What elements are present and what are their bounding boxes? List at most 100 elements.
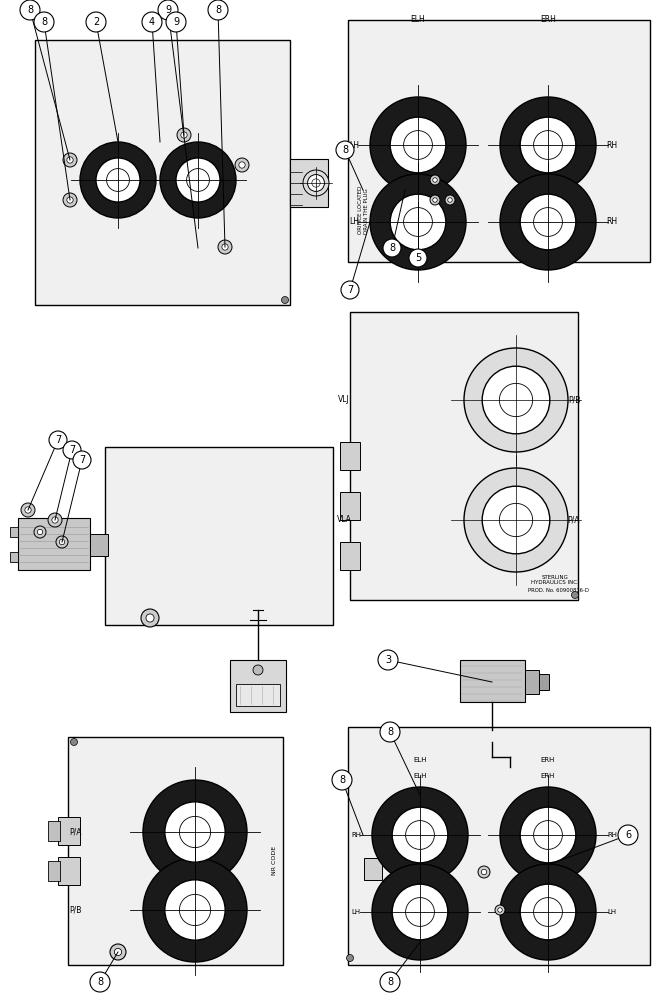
Circle shape (341, 281, 359, 299)
Circle shape (392, 884, 448, 940)
Text: 8: 8 (342, 145, 348, 155)
Text: 8: 8 (387, 727, 393, 737)
Circle shape (63, 441, 81, 459)
Circle shape (390, 194, 446, 250)
Text: P/A: P/A (69, 828, 81, 836)
Text: ELH: ELH (413, 773, 427, 779)
Circle shape (498, 908, 502, 912)
Text: 7: 7 (347, 285, 353, 295)
Circle shape (390, 117, 446, 173)
Circle shape (500, 174, 596, 270)
Circle shape (114, 948, 122, 956)
Text: 8: 8 (97, 977, 103, 987)
Circle shape (282, 296, 288, 304)
Text: 2: 2 (93, 17, 99, 27)
Circle shape (67, 197, 73, 203)
Text: 8: 8 (339, 775, 345, 785)
Circle shape (520, 117, 576, 173)
Circle shape (372, 864, 468, 960)
Circle shape (222, 244, 228, 250)
Circle shape (520, 807, 576, 863)
Circle shape (90, 972, 110, 992)
Circle shape (336, 141, 354, 159)
Bar (48, 821, 60, 841)
Circle shape (520, 884, 576, 940)
Bar (525, 670, 539, 694)
Text: VLJ: VLJ (338, 395, 350, 404)
Circle shape (71, 738, 77, 746)
Text: LH: LH (349, 218, 359, 227)
Bar (416, 178, 441, 200)
Text: LH: LH (351, 909, 361, 915)
Circle shape (520, 194, 576, 250)
Circle shape (63, 193, 77, 207)
Circle shape (56, 536, 68, 548)
Circle shape (48, 513, 62, 527)
Circle shape (143, 780, 247, 884)
Circle shape (38, 529, 43, 535)
Circle shape (25, 507, 31, 513)
Text: LH: LH (607, 909, 617, 915)
Circle shape (239, 162, 245, 168)
Circle shape (478, 866, 490, 878)
Text: PROD. No. 60900836-D: PROD. No. 60900836-D (528, 587, 589, 592)
Circle shape (482, 486, 550, 554)
Bar (58, 857, 80, 885)
Circle shape (448, 198, 452, 202)
Circle shape (166, 12, 186, 32)
Text: 9: 9 (173, 17, 179, 27)
Circle shape (52, 517, 58, 523)
Text: P/B: P/B (69, 906, 81, 914)
Circle shape (49, 431, 67, 449)
Bar (539, 674, 549, 690)
Bar (10, 527, 18, 537)
Text: 8: 8 (41, 17, 47, 27)
Text: ELH: ELH (413, 757, 427, 763)
Circle shape (383, 239, 401, 257)
Circle shape (181, 132, 187, 138)
Circle shape (500, 97, 596, 193)
Bar (340, 442, 360, 470)
Text: STERLING
HYDRAULICS INC.: STERLING HYDRAULICS INC. (531, 575, 579, 585)
Circle shape (464, 468, 568, 572)
Circle shape (500, 787, 596, 883)
Text: RH: RH (606, 218, 618, 227)
Circle shape (500, 864, 596, 960)
Text: NR CODE: NR CODE (273, 845, 278, 875)
Circle shape (34, 12, 54, 32)
Bar (10, 552, 18, 562)
Circle shape (142, 12, 162, 32)
Circle shape (177, 128, 191, 142)
Circle shape (481, 869, 487, 875)
Circle shape (380, 722, 400, 742)
Bar (482, 729, 502, 742)
Bar (460, 660, 525, 702)
Circle shape (141, 609, 159, 627)
Circle shape (347, 954, 353, 962)
Bar (340, 492, 360, 520)
Text: 7: 7 (69, 445, 75, 455)
Bar (58, 817, 80, 845)
Circle shape (430, 195, 440, 205)
Circle shape (372, 787, 468, 883)
Circle shape (165, 880, 225, 940)
Bar (340, 542, 360, 570)
Bar (90, 534, 108, 556)
Text: ERH: ERH (540, 15, 556, 24)
Circle shape (618, 825, 638, 845)
Text: 9: 9 (165, 5, 171, 15)
Text: P/B: P/B (568, 395, 580, 404)
Circle shape (160, 142, 236, 218)
Bar (348, 20, 650, 262)
Circle shape (165, 802, 225, 862)
Circle shape (332, 770, 352, 790)
Bar (230, 660, 286, 712)
Bar (364, 858, 382, 880)
Text: 3: 3 (385, 655, 391, 665)
Circle shape (146, 614, 154, 622)
Text: 8: 8 (389, 243, 395, 253)
Text: 5: 5 (415, 253, 421, 263)
Circle shape (370, 174, 466, 270)
Circle shape (378, 650, 398, 670)
Text: ORIFICE LOCATED
DRAIN THE PLUG: ORIFICE LOCATED DRAIN THE PLUG (358, 186, 369, 234)
